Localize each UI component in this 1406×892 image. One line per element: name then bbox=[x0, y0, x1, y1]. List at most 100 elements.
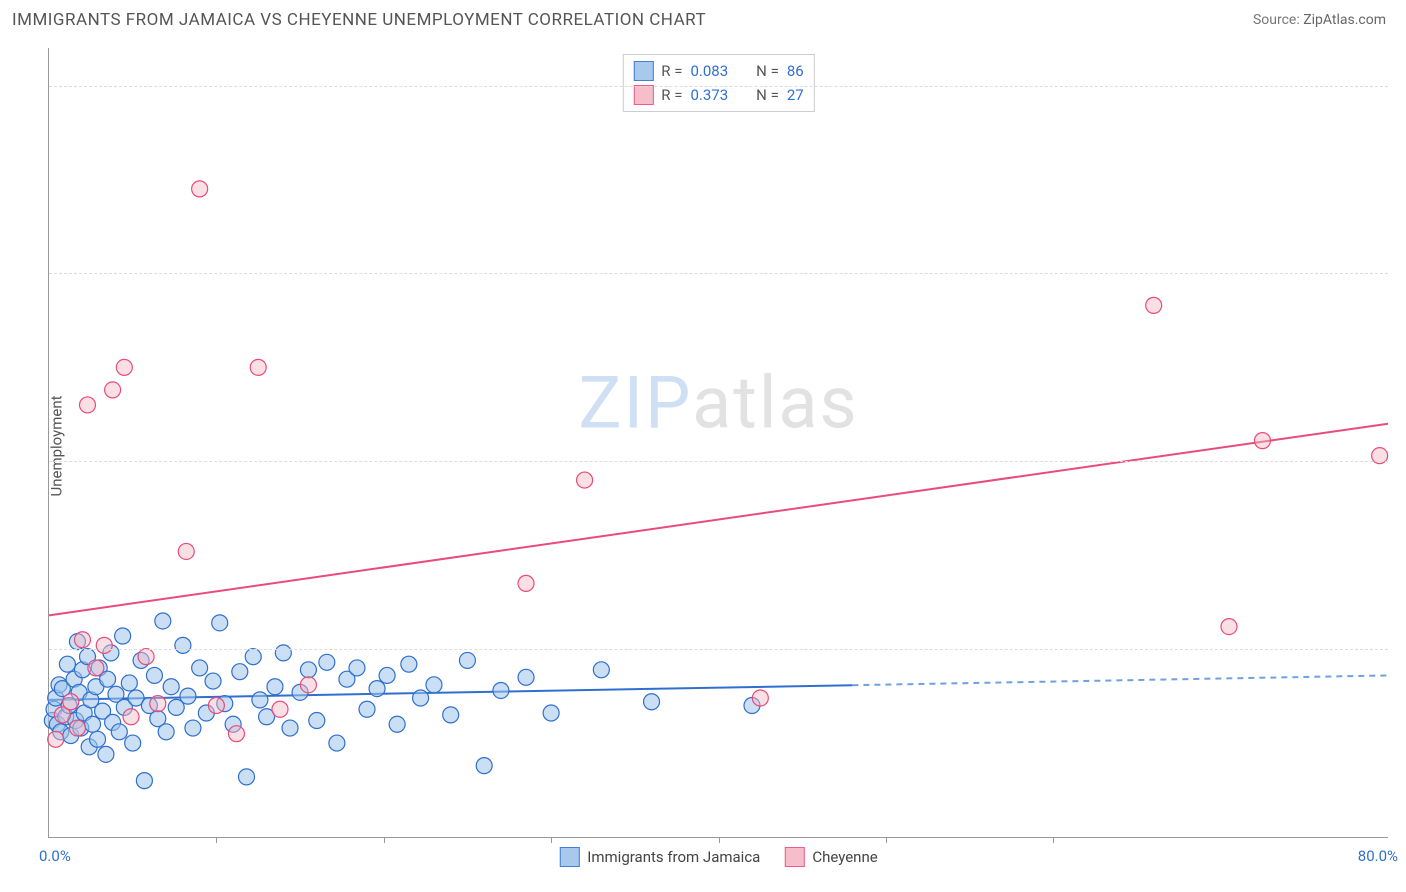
data-point[interactable] bbox=[1254, 433, 1270, 449]
data-point[interactable] bbox=[1221, 619, 1237, 635]
data-point[interactable] bbox=[155, 613, 171, 629]
data-point[interactable] bbox=[593, 662, 609, 678]
data-point[interactable] bbox=[282, 720, 298, 736]
data-point[interactable] bbox=[48, 731, 64, 747]
source-link[interactable]: ZipAtlas.com bbox=[1303, 12, 1386, 28]
data-point[interactable] bbox=[413, 690, 429, 706]
data-point[interactable] bbox=[105, 382, 121, 398]
chart-header: IMMIGRANTS FROM JAMAICA VS CHEYENNE UNEM… bbox=[0, 0, 1406, 38]
data-point[interactable] bbox=[115, 628, 131, 644]
data-point[interactable] bbox=[319, 654, 335, 670]
correlation-legend: R = 0.083 N = 86 R = 0.373 N = 27 bbox=[622, 54, 814, 112]
data-point[interactable] bbox=[543, 705, 559, 721]
data-point[interactable] bbox=[752, 690, 768, 706]
data-point[interactable] bbox=[98, 746, 114, 762]
data-point[interactable] bbox=[443, 707, 459, 723]
data-point[interactable] bbox=[272, 701, 288, 717]
n-prefix: N = bbox=[756, 59, 779, 83]
data-point[interactable] bbox=[121, 675, 137, 691]
data-point[interactable] bbox=[349, 660, 365, 676]
data-point[interactable] bbox=[158, 724, 174, 740]
data-point[interactable] bbox=[577, 472, 593, 488]
data-point[interactable] bbox=[192, 660, 208, 676]
data-point[interactable] bbox=[389, 716, 405, 732]
series-name-jamaica: Immigrants from Jamaica bbox=[587, 848, 760, 866]
data-point[interactable] bbox=[401, 656, 417, 672]
data-point[interactable] bbox=[459, 652, 475, 668]
data-point[interactable] bbox=[493, 682, 509, 698]
data-point[interactable] bbox=[300, 677, 316, 693]
data-point[interactable] bbox=[150, 696, 166, 712]
data-point[interactable] bbox=[138, 649, 154, 665]
scatter-chart: ZIPatlas R = 0.083 N = 86 R = 0.373 N = … bbox=[48, 48, 1388, 838]
data-point[interactable] bbox=[111, 724, 127, 740]
data-point[interactable] bbox=[136, 773, 152, 789]
swatch-cheyenne bbox=[633, 85, 653, 105]
source-attribution: Source: ZipAtlas.com bbox=[1253, 12, 1386, 28]
x-axis-min-label: 0.0% bbox=[39, 847, 71, 865]
n-value-cheyenne: 27 bbox=[787, 83, 804, 107]
data-point[interactable] bbox=[88, 660, 104, 676]
data-point[interactable] bbox=[379, 667, 395, 683]
data-point[interactable] bbox=[116, 359, 132, 375]
r-prefix: R = bbox=[661, 59, 682, 83]
plot-svg bbox=[49, 48, 1388, 837]
data-point[interactable] bbox=[232, 664, 248, 680]
n-prefix: N = bbox=[756, 83, 779, 107]
data-point[interactable] bbox=[212, 615, 228, 631]
data-point[interactable] bbox=[252, 692, 268, 708]
legend-row-cheyenne: R = 0.373 N = 27 bbox=[633, 83, 803, 107]
data-point[interactable] bbox=[185, 720, 201, 736]
data-point[interactable] bbox=[518, 669, 534, 685]
data-point[interactable] bbox=[426, 677, 442, 693]
y-tick-label: 20.0% bbox=[1393, 452, 1406, 470]
data-point[interactable] bbox=[175, 637, 191, 653]
data-point[interactable] bbox=[644, 694, 660, 710]
data-point[interactable] bbox=[228, 726, 244, 742]
data-point[interactable] bbox=[69, 720, 85, 736]
data-point[interactable] bbox=[1146, 297, 1162, 313]
data-point[interactable] bbox=[369, 681, 385, 697]
data-point[interactable] bbox=[63, 694, 79, 710]
data-point[interactable] bbox=[123, 709, 139, 725]
source-prefix: Source: bbox=[1253, 12, 1303, 28]
swatch-cheyenne bbox=[784, 847, 804, 867]
r-value-cheyenne: 0.373 bbox=[690, 83, 728, 107]
data-point[interactable] bbox=[239, 769, 255, 785]
data-point[interactable] bbox=[275, 645, 291, 661]
data-point[interactable] bbox=[245, 649, 261, 665]
y-tick-label: 30.0% bbox=[1393, 264, 1406, 282]
data-point[interactable] bbox=[146, 667, 162, 683]
n-value-jamaica: 86 bbox=[787, 59, 804, 83]
swatch-jamaica bbox=[559, 847, 579, 867]
data-point[interactable] bbox=[208, 698, 224, 714]
r-value-jamaica: 0.083 bbox=[690, 59, 728, 83]
data-point[interactable] bbox=[74, 632, 90, 648]
data-point[interactable] bbox=[180, 688, 196, 704]
data-point[interactable] bbox=[300, 662, 316, 678]
series-name-cheyenne: Cheyenne bbox=[812, 848, 877, 866]
data-point[interactable] bbox=[205, 673, 221, 689]
data-point[interactable] bbox=[518, 575, 534, 591]
series-legend: Immigrants from Jamaica Cheyenne bbox=[559, 847, 877, 867]
y-tick-label: 40.0% bbox=[1393, 77, 1406, 95]
x-axis-max-label: 80.0% bbox=[1358, 847, 1398, 865]
data-point[interactable] bbox=[96, 637, 112, 653]
y-tick-label: 10.0% bbox=[1393, 640, 1406, 658]
data-point[interactable] bbox=[359, 701, 375, 717]
legend-item-cheyenne[interactable]: Cheyenne bbox=[784, 847, 877, 867]
data-point[interactable] bbox=[163, 679, 179, 695]
data-point[interactable] bbox=[125, 735, 141, 751]
data-point[interactable] bbox=[90, 731, 106, 747]
data-point[interactable] bbox=[59, 656, 75, 672]
data-point[interactable] bbox=[85, 716, 101, 732]
data-point[interactable] bbox=[79, 397, 95, 413]
legend-item-jamaica[interactable]: Immigrants from Jamaica bbox=[559, 847, 760, 867]
data-point[interactable] bbox=[192, 181, 208, 197]
data-point[interactable] bbox=[250, 359, 266, 375]
data-point[interactable] bbox=[476, 758, 492, 774]
data-point[interactable] bbox=[309, 713, 325, 729]
data-point[interactable] bbox=[178, 543, 194, 559]
data-point[interactable] bbox=[267, 679, 283, 695]
data-point[interactable] bbox=[329, 735, 345, 751]
